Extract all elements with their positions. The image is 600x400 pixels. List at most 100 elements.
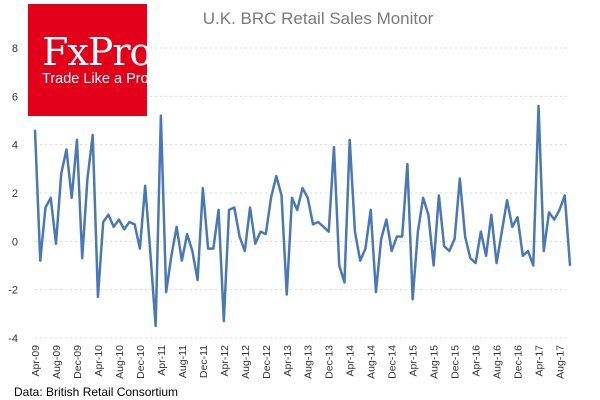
chart-title: U.K. BRC Retail Sales Monitor xyxy=(203,9,434,28)
data-point-40 xyxy=(244,250,246,252)
series-line xyxy=(33,104,572,328)
data-point-36 xyxy=(223,320,225,322)
data-point-96 xyxy=(537,105,540,107)
data-point-66 xyxy=(380,238,382,240)
data-point-92 xyxy=(516,216,519,218)
data-point-48 xyxy=(285,293,288,296)
data-point-8 xyxy=(76,139,78,141)
data-point-45 xyxy=(270,197,272,199)
data-point-70 xyxy=(401,235,403,238)
x-tick-label-7: Aug-11 xyxy=(177,345,189,378)
data-point-98 xyxy=(548,211,550,214)
data-point-19 xyxy=(133,223,136,226)
data-point-61 xyxy=(354,230,356,233)
data-point-2 xyxy=(44,206,47,209)
data-point-102 xyxy=(569,264,571,267)
data-point-75 xyxy=(427,213,430,216)
data-point-10 xyxy=(86,177,89,180)
fxpro-logo: FxPro Trade Like a Pro xyxy=(28,4,152,116)
data-point-80 xyxy=(453,238,456,240)
data-point-37 xyxy=(228,209,230,211)
x-tick-label-9: Apr-12 xyxy=(219,345,231,377)
data-point-97 xyxy=(542,250,545,252)
data-point-84 xyxy=(474,262,477,264)
data-point-67 xyxy=(385,218,388,221)
data-point-69 xyxy=(396,235,398,238)
data-point-1 xyxy=(39,259,42,262)
data-point-28 xyxy=(181,259,183,262)
data-point-52 xyxy=(306,197,309,199)
data-point-59 xyxy=(343,281,346,284)
data-point-43 xyxy=(259,230,262,233)
x-tick-label-11: Dec-12 xyxy=(261,345,273,379)
data-point-73 xyxy=(417,230,419,233)
data-point-82 xyxy=(464,235,466,238)
data-point-0 xyxy=(34,129,36,131)
data-point-72 xyxy=(411,298,414,301)
data-point-87 xyxy=(490,213,493,216)
data-point-81 xyxy=(459,177,461,180)
x-tick-label-22: Aug-16 xyxy=(492,345,504,379)
x-tick-label-10: Aug-12 xyxy=(240,345,252,379)
data-point-99 xyxy=(553,218,556,221)
data-point-79 xyxy=(448,250,451,252)
series-group xyxy=(33,104,572,328)
data-point-93 xyxy=(521,255,524,257)
data-point-49 xyxy=(291,197,293,199)
data-point-50 xyxy=(296,209,299,211)
data-point-41 xyxy=(249,206,251,209)
x-tick-label-15: Apr-14 xyxy=(345,345,357,377)
x-tick-label-23: Dec-16 xyxy=(513,345,525,379)
x-tick-label-18: Apr-15 xyxy=(408,345,420,377)
data-point-63 xyxy=(364,247,367,250)
y-tick-label-0: -4 xyxy=(8,333,18,345)
data-point-44 xyxy=(264,233,267,235)
data-point-76 xyxy=(432,264,435,267)
x-tick-label-1: Aug-09 xyxy=(51,345,63,379)
data-point-64 xyxy=(369,209,372,211)
data-point-32 xyxy=(202,187,204,189)
data-point-94 xyxy=(527,250,529,252)
x-tick-label-24: Apr-17 xyxy=(534,345,546,377)
data-point-83 xyxy=(469,257,472,260)
data-point-54 xyxy=(317,221,320,223)
data-point-29 xyxy=(186,233,188,235)
y-tick-label-5: 6 xyxy=(12,91,18,103)
data-point-47 xyxy=(280,194,283,197)
data-point-11 xyxy=(91,134,94,136)
data-point-22 xyxy=(149,252,152,255)
x-tick-label-4: Aug-10 xyxy=(114,345,126,379)
data-point-26 xyxy=(170,255,173,257)
data-point-51 xyxy=(301,187,304,189)
x-tick-label-13: Aug-13 xyxy=(303,345,315,379)
data-point-9 xyxy=(81,257,84,260)
data-point-20 xyxy=(139,247,141,250)
data-point-65 xyxy=(375,291,377,293)
data-point-58 xyxy=(338,264,341,267)
data-point-30 xyxy=(191,250,194,252)
logo-background xyxy=(28,4,147,116)
y-axis-ticks: -4 -2 0 2 4 6 8 xyxy=(8,43,18,345)
x-tick-label-0: Apr-09 xyxy=(30,345,42,377)
data-point-46 xyxy=(275,175,278,177)
data-point-86 xyxy=(485,255,487,257)
data-point-31 xyxy=(196,279,199,281)
data-point-55 xyxy=(322,226,325,228)
data-point-60 xyxy=(348,139,351,141)
data-point-25 xyxy=(165,291,167,293)
data-point-38 xyxy=(233,206,236,209)
data-point-15 xyxy=(112,226,115,228)
data-point-77 xyxy=(438,194,440,197)
x-tick-label-19: Aug-15 xyxy=(429,345,441,379)
data-point-90 xyxy=(506,199,508,202)
data-point-35 xyxy=(217,209,220,211)
data-point-57 xyxy=(333,146,335,148)
y-tick-label-1: -2 xyxy=(8,285,18,297)
data-point-62 xyxy=(359,259,361,262)
x-tick-label-21: Apr-16 xyxy=(471,345,483,377)
data-point-23 xyxy=(154,325,157,327)
y-tick-label-2: 0 xyxy=(12,236,18,248)
data-point-91 xyxy=(511,226,514,228)
x-tick-label-20: Dec-15 xyxy=(450,345,462,379)
